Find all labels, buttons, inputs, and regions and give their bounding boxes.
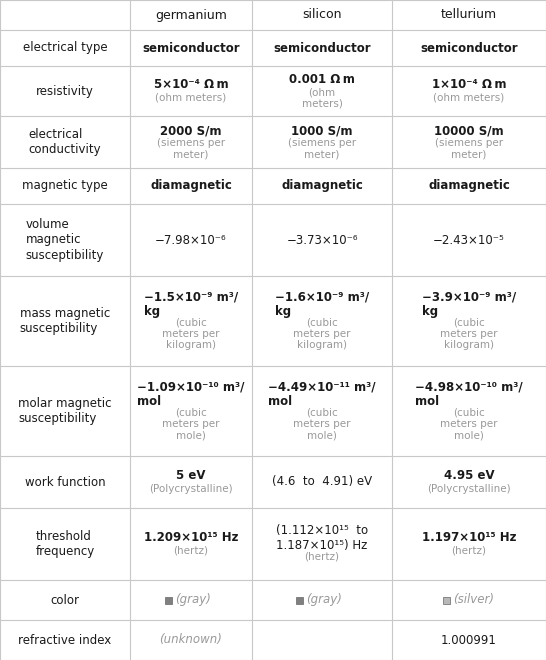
Text: silicon: silicon (302, 9, 342, 22)
Text: −3.73×10⁻⁶: −3.73×10⁻⁶ (286, 234, 358, 246)
Text: −7.98×10⁻⁶: −7.98×10⁻⁶ (155, 234, 227, 246)
Text: (siemens per
meter): (siemens per meter) (435, 138, 503, 160)
Text: 5 eV: 5 eV (176, 469, 206, 482)
Text: color: color (50, 593, 80, 607)
Text: resistivity: resistivity (36, 84, 94, 98)
Text: germanium: germanium (155, 9, 227, 22)
Text: mass magnetic
susceptibility: mass magnetic susceptibility (20, 307, 110, 335)
Text: (hertz): (hertz) (452, 546, 486, 556)
Text: (cubic
meters per
kilogram): (cubic meters per kilogram) (162, 317, 219, 350)
Text: 10000 S/m: 10000 S/m (434, 124, 504, 137)
Text: (hertz): (hertz) (305, 552, 340, 562)
Text: −2.43×10⁻⁵: −2.43×10⁻⁵ (433, 234, 505, 246)
Text: (Polycrystalline): (Polycrystalline) (427, 484, 511, 494)
Text: (siemens per
meter): (siemens per meter) (157, 138, 225, 160)
Text: work function: work function (25, 475, 105, 488)
Text: (gray): (gray) (175, 593, 211, 607)
Text: diamagnetic: diamagnetic (281, 180, 363, 193)
Text: semiconductor: semiconductor (420, 42, 518, 55)
Text: (cubic
meters per
mole): (cubic meters per mole) (162, 407, 219, 440)
Text: 4.95 eV: 4.95 eV (444, 469, 494, 482)
Text: −1.6×10⁻⁹ m³/
kg: −1.6×10⁻⁹ m³/ kg (275, 290, 369, 318)
Text: refractive index: refractive index (19, 634, 111, 647)
Text: (ohm meters): (ohm meters) (434, 93, 505, 103)
Text: 1000 S/m: 1000 S/m (291, 124, 353, 137)
Text: (ohm meters): (ohm meters) (156, 93, 227, 103)
Text: (silver): (silver) (453, 593, 494, 607)
Text: electrical type: electrical type (23, 42, 108, 55)
Text: (ohm
meters): (ohm meters) (301, 87, 342, 109)
Text: 1.209×10¹⁵ Hz: 1.209×10¹⁵ Hz (144, 531, 238, 544)
Text: 2000 S/m: 2000 S/m (160, 124, 222, 137)
Text: semiconductor: semiconductor (273, 42, 371, 55)
Text: molar magnetic
susceptibility: molar magnetic susceptibility (18, 397, 112, 425)
Text: −1.09×10⁻¹⁰ m³/
mol: −1.09×10⁻¹⁰ m³/ mol (137, 380, 245, 409)
Bar (443, 597, 450, 603)
Text: magnetic type: magnetic type (22, 180, 108, 193)
Text: (1.112×10¹⁵  to
1.187×10¹⁵) Hz: (1.112×10¹⁵ to 1.187×10¹⁵) Hz (276, 524, 368, 552)
Text: semiconductor: semiconductor (142, 42, 240, 55)
Text: tellurium: tellurium (441, 9, 497, 22)
Text: −4.98×10⁻¹⁰ m³/
mol: −4.98×10⁻¹⁰ m³/ mol (415, 380, 523, 409)
Text: (cubic
meters per
mole): (cubic meters per mole) (440, 407, 498, 440)
Text: (siemens per
meter): (siemens per meter) (288, 138, 356, 160)
Text: (hertz): (hertz) (174, 546, 209, 556)
Text: 1.197×10¹⁵ Hz: 1.197×10¹⁵ Hz (422, 531, 517, 544)
Text: (Polycrystalline): (Polycrystalline) (149, 484, 233, 494)
Text: diamagnetic: diamagnetic (428, 180, 510, 193)
Text: 0.001 Ω m: 0.001 Ω m (289, 73, 355, 86)
Text: (cubic
meters per
mole): (cubic meters per mole) (293, 407, 351, 440)
Text: 1.000991: 1.000991 (441, 634, 497, 647)
Text: (gray): (gray) (306, 593, 342, 607)
Text: −4.49×10⁻¹¹ m³/
mol: −4.49×10⁻¹¹ m³/ mol (268, 380, 376, 409)
Text: threshold
frequency: threshold frequency (35, 530, 94, 558)
Text: −1.5×10⁻⁹ m³/
kg: −1.5×10⁻⁹ m³/ kg (144, 290, 238, 318)
Text: (cubic
meters per
kilogram): (cubic meters per kilogram) (293, 317, 351, 350)
Text: −3.9×10⁻⁹ m³/
kg: −3.9×10⁻⁹ m³/ kg (422, 290, 516, 318)
Bar (165, 597, 172, 603)
Text: (unknown): (unknown) (159, 634, 222, 647)
Text: 5×10⁻⁴ Ω m: 5×10⁻⁴ Ω m (153, 79, 228, 91)
Text: volume
magnetic
susceptibility: volume magnetic susceptibility (26, 218, 104, 261)
Bar (296, 597, 303, 603)
Text: (4.6  to  4.91) eV: (4.6 to 4.91) eV (272, 475, 372, 488)
Text: electrical
conductivity: electrical conductivity (29, 128, 102, 156)
Text: (cubic
meters per
kilogram): (cubic meters per kilogram) (440, 317, 498, 350)
Text: diamagnetic: diamagnetic (150, 180, 232, 193)
Text: 1×10⁻⁴ Ω m: 1×10⁻⁴ Ω m (432, 79, 506, 91)
